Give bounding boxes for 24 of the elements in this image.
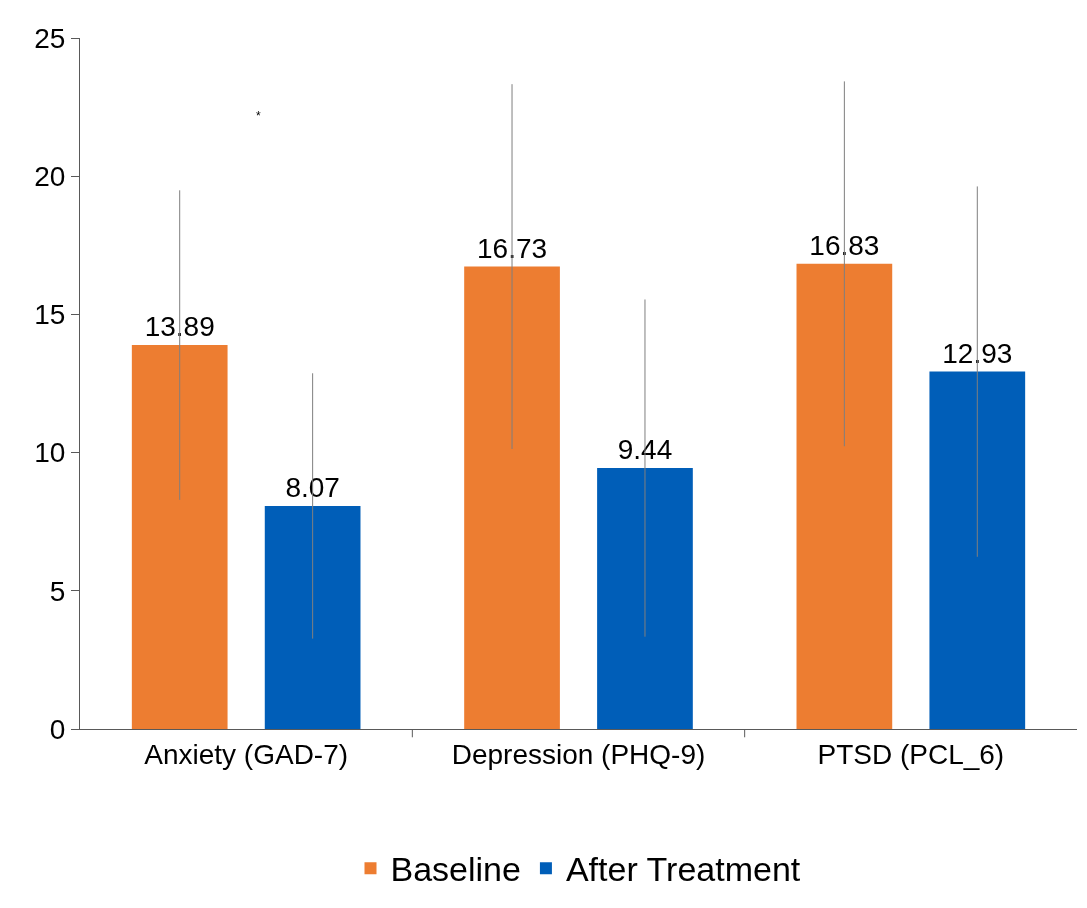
data-label: 12.93 <box>942 337 1013 369</box>
data-label: 13.89 <box>144 311 215 343</box>
bar <box>796 263 893 729</box>
bar <box>131 345 228 729</box>
y-tick-label: 25 <box>34 22 66 54</box>
y-tick-label: 15 <box>34 299 66 331</box>
x-tick-label: Anxiety (GAD-7) <box>144 738 349 770</box>
data-label: 16.83 <box>809 229 880 261</box>
annotation: * <box>256 109 261 123</box>
y-tick-label: 20 <box>34 161 66 192</box>
bar <box>464 266 560 729</box>
bar <box>264 505 361 729</box>
data-label: 8.07 <box>285 471 340 503</box>
x-tick-label: PTSD (PCL_6) <box>817 738 1005 770</box>
y-tick-label: 5 <box>49 575 66 607</box>
y-tick-label: 10 <box>34 437 66 469</box>
bar <box>597 468 693 729</box>
legend-label: Baseline <box>390 850 521 889</box>
y-tick-label: 0 <box>49 713 66 745</box>
bar <box>929 371 1026 729</box>
x-tick-label: Depression (PHQ-9) <box>451 738 706 770</box>
legend-label: After Treatment <box>565 850 801 889</box>
data-label: 9.44 <box>617 434 673 466</box>
data-label: 16.73 <box>477 232 548 264</box>
